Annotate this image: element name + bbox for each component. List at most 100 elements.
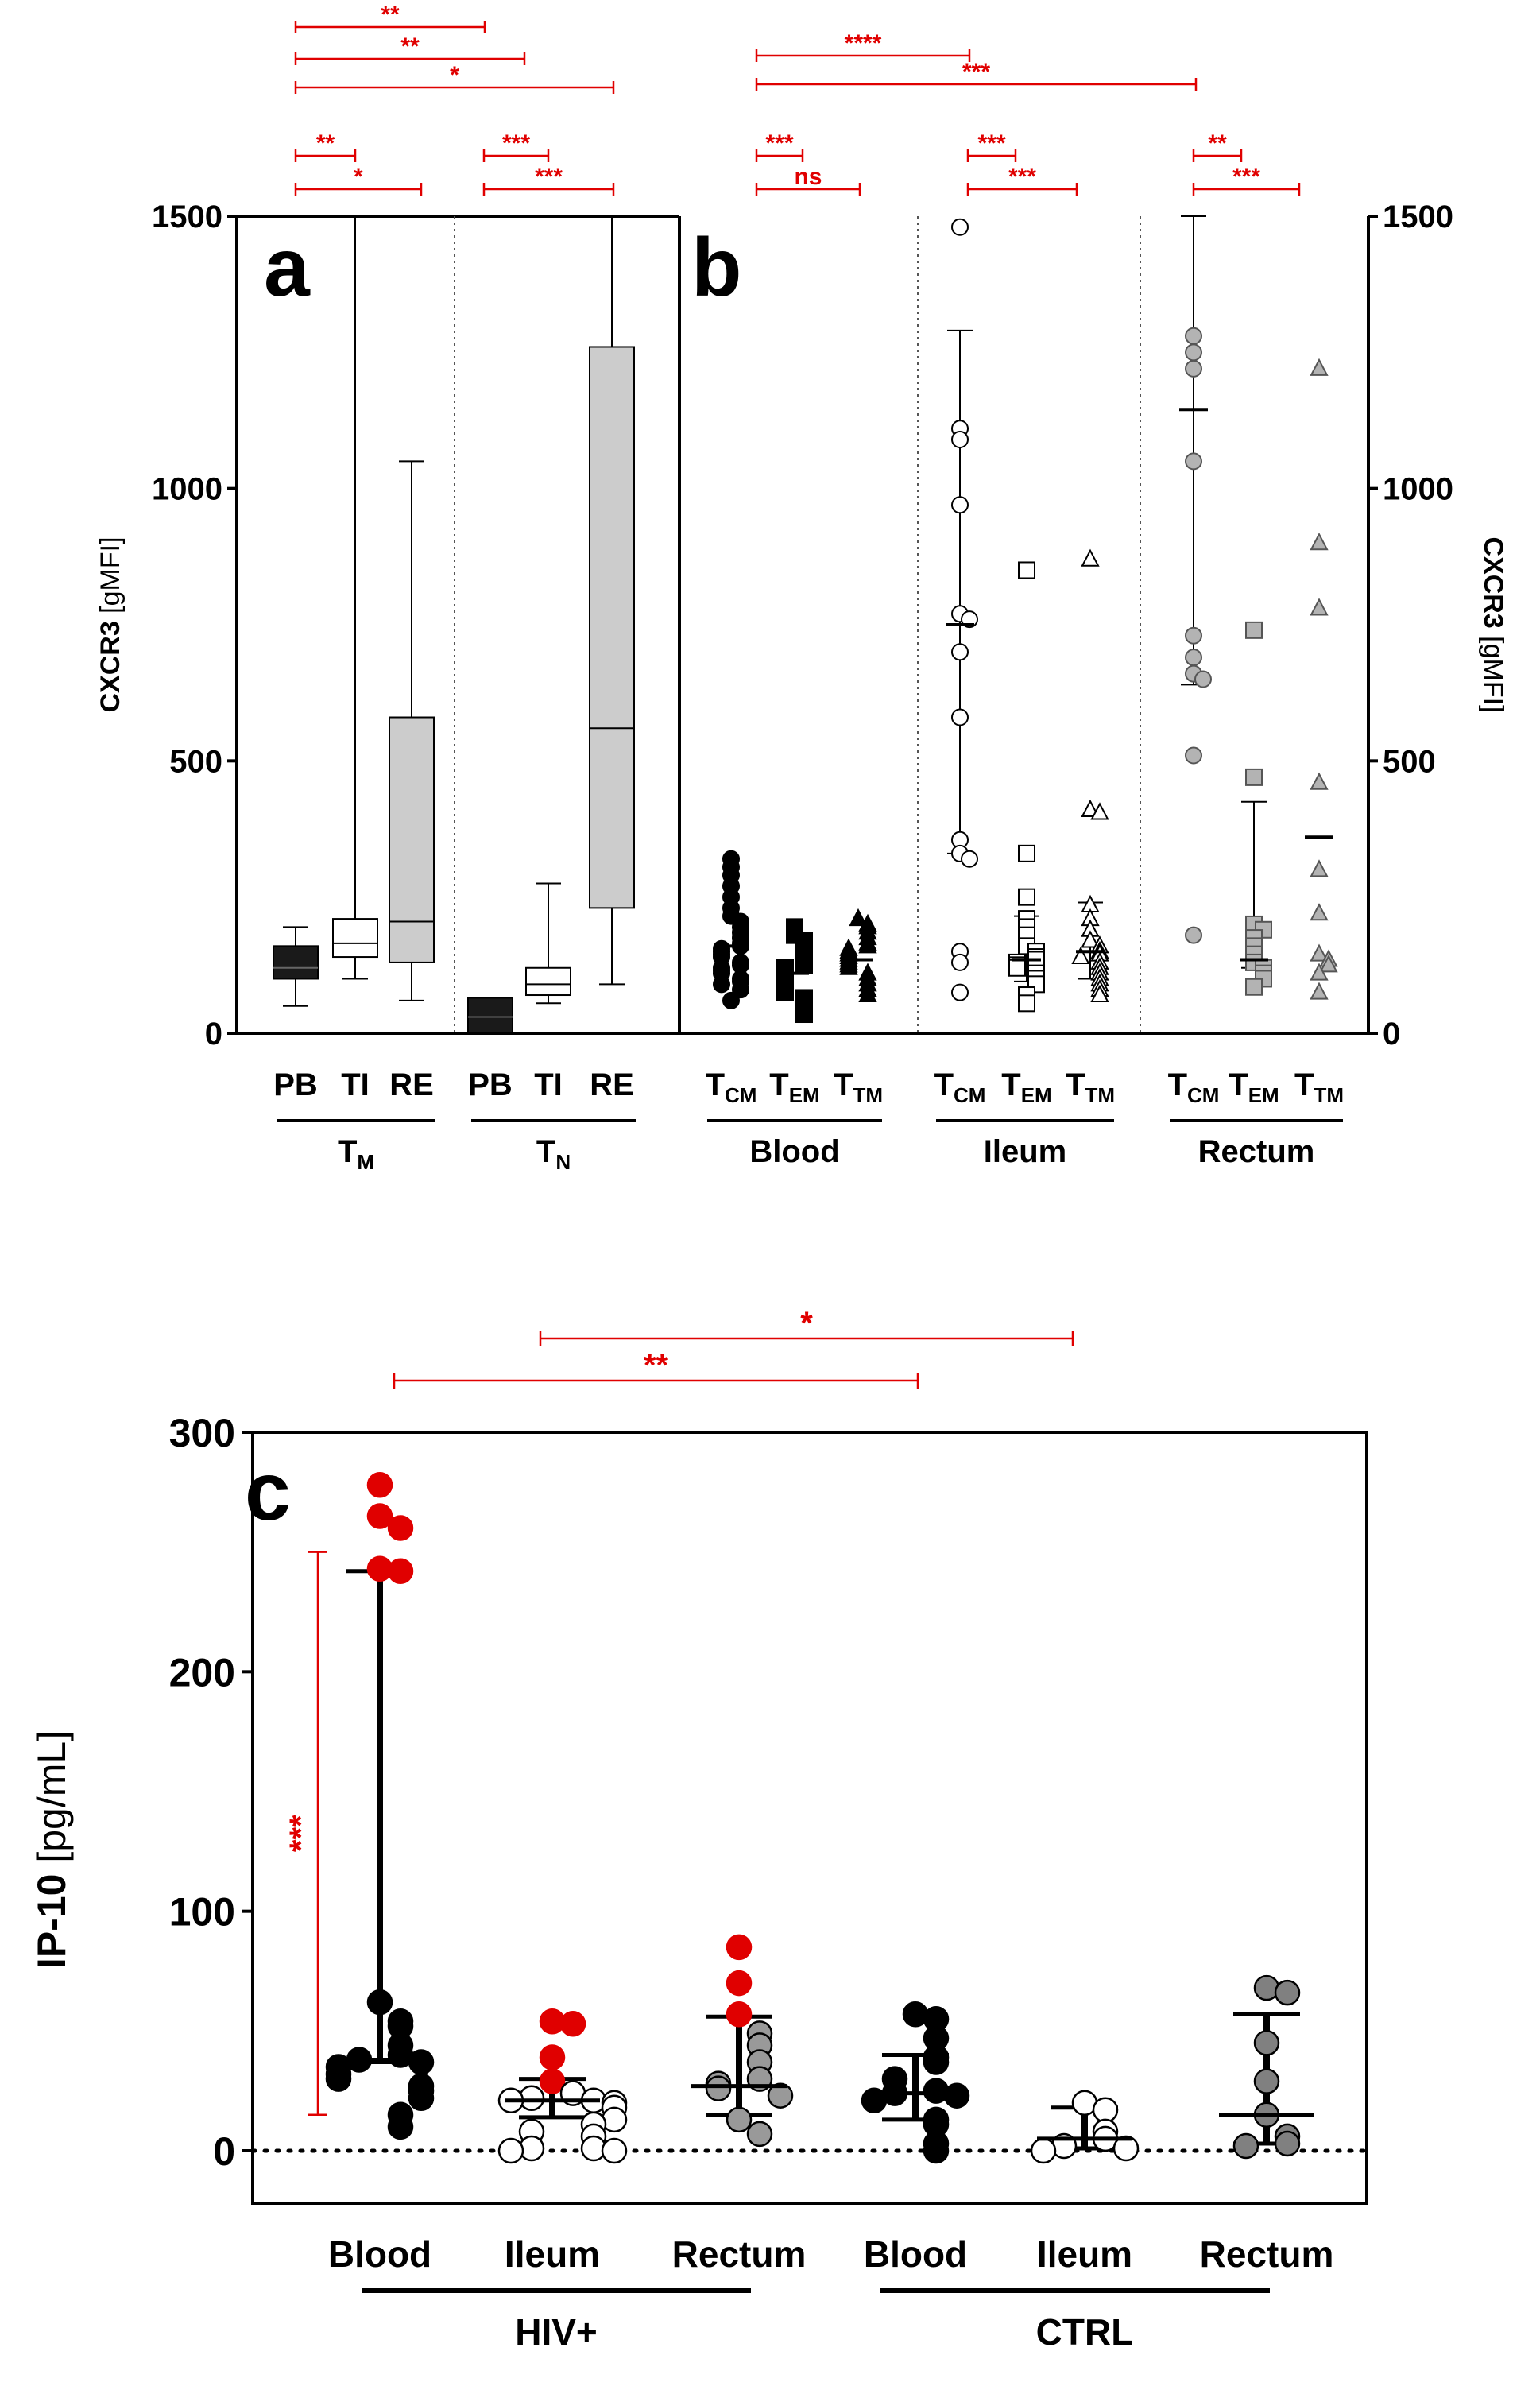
- data-point: [1310, 533, 1329, 551]
- significance-vertical-label: ***: [284, 1815, 319, 1852]
- significance-bracket-label: ***: [962, 59, 990, 85]
- data-point: [849, 908, 868, 927]
- data-point: [858, 984, 877, 1003]
- data-point: [1185, 452, 1202, 471]
- significance-bracket-label: **: [316, 130, 335, 157]
- significance-bracket-label: ****: [845, 30, 882, 56]
- group-label: Ileum: [984, 1134, 1066, 1169]
- y-tick-label-left: 500: [169, 744, 222, 779]
- data-point: [1319, 955, 1338, 973]
- significance-bracket-label: *: [800, 1306, 813, 1341]
- x-category-label: Blood: [328, 2233, 431, 2275]
- data-point: [1245, 621, 1263, 639]
- data-point: [1071, 946, 1090, 965]
- data-point: [1310, 859, 1329, 877]
- x-category-label: Rectum: [1200, 2233, 1334, 2275]
- data-point: [1185, 649, 1202, 667]
- data-point: [1310, 598, 1329, 616]
- data-point: [1310, 772, 1329, 790]
- group-label-ctrl: CTRL: [1036, 2311, 1134, 2353]
- highlight-point: [726, 1970, 753, 1997]
- x-category-label: TCM: [934, 1067, 986, 1107]
- significance-bracket-label: ***: [1008, 164, 1036, 190]
- group-label: Blood: [749, 1134, 839, 1169]
- data-point: [1090, 984, 1109, 1003]
- x-category-label: TCM: [1168, 1067, 1220, 1107]
- significance-bracket-label: **: [400, 33, 420, 60]
- significance-bracket-label: ***: [535, 164, 563, 190]
- data-point: [767, 2082, 794, 2109]
- x-category-label: TI: [534, 1067, 563, 1102]
- data-point: [1185, 359, 1202, 378]
- significance-bracket-label: **: [644, 1348, 669, 1383]
- box: [332, 918, 378, 959]
- data-point: [1253, 2030, 1280, 2056]
- highlight-point: [366, 1472, 393, 1498]
- data-point: [1185, 327, 1202, 345]
- box: [589, 346, 635, 909]
- data-point: [1274, 1979, 1301, 2006]
- group-label-hiv: HIV+: [515, 2311, 598, 2353]
- data-point: [387, 2113, 414, 2140]
- y-tick-label-right: 1500: [1383, 199, 1453, 234]
- y-tick-label-right: 0: [1383, 1017, 1400, 1052]
- panel-label-b: b: [691, 222, 742, 314]
- highlight-point: [539, 2068, 566, 2094]
- significance-bracket-label: ***: [765, 130, 793, 157]
- data-point: [1112, 2135, 1140, 2162]
- x-category-label: PB: [273, 1067, 318, 1102]
- significance-bracket-label: ***: [502, 130, 530, 157]
- data-point: [1081, 799, 1100, 818]
- data-point: [497, 2137, 524, 2164]
- group-label: TM: [338, 1134, 374, 1174]
- x-category-label: TEM: [1001, 1067, 1051, 1107]
- data-point: [795, 1005, 813, 1024]
- y-tick-label: 100: [169, 1890, 235, 1935]
- y-tick-label-left: 1000: [152, 472, 222, 507]
- data-point: [601, 2137, 628, 2164]
- data-point: [951, 983, 969, 1001]
- data-point: [1185, 926, 1202, 944]
- data-point: [923, 2137, 950, 2164]
- data-point: [1274, 2130, 1301, 2157]
- data-point: [732, 981, 749, 999]
- significance-bracket-label: **: [1208, 130, 1227, 157]
- x-category-label: Blood: [864, 2233, 967, 2275]
- data-point: [776, 983, 794, 1001]
- significance-bracket-label: *: [450, 62, 459, 88]
- data-point: [1090, 802, 1109, 820]
- data-point: [943, 2082, 970, 2109]
- box: [525, 966, 571, 997]
- group-label: Rectum: [1198, 1134, 1315, 1169]
- data-point: [951, 218, 969, 236]
- data-point: [1310, 358, 1329, 376]
- data-point: [1194, 670, 1212, 688]
- data-point: [951, 496, 969, 514]
- y-tick-label-left: 0: [205, 1017, 222, 1052]
- data-point: [1008, 959, 1026, 977]
- data-point: [1018, 561, 1035, 579]
- data-point: [961, 850, 978, 868]
- data-point: [951, 643, 969, 661]
- data-point: [408, 2049, 435, 2075]
- x-category-label: RE: [389, 1067, 434, 1102]
- data-point: [1018, 844, 1035, 862]
- x-category-label: PB: [468, 1067, 513, 1102]
- data-point: [408, 2085, 435, 2111]
- highlight-point: [726, 1934, 753, 1961]
- data-point: [726, 2106, 753, 2133]
- y-axis-title: IP-10 [pg/mL]: [29, 1730, 74, 1969]
- data-point: [1018, 994, 1035, 1013]
- significance-bracket-label: *: [354, 164, 363, 190]
- data-point: [722, 991, 740, 1009]
- data-point: [951, 953, 969, 971]
- data-point: [366, 1989, 393, 2016]
- data-point: [1310, 903, 1329, 921]
- data-point: [923, 2049, 950, 2075]
- y-tick-label-left: 1500: [152, 199, 222, 234]
- panel-c: 0 100 200 300 IP-10 [pg/mL] c Blood Ileum Rectum…: [29, 1306, 1369, 2353]
- y-tick-label-right: 500: [1383, 744, 1436, 779]
- data-point: [1185, 746, 1202, 765]
- data-point: [1245, 978, 1263, 996]
- y-tick-label: 300: [169, 1411, 235, 1455]
